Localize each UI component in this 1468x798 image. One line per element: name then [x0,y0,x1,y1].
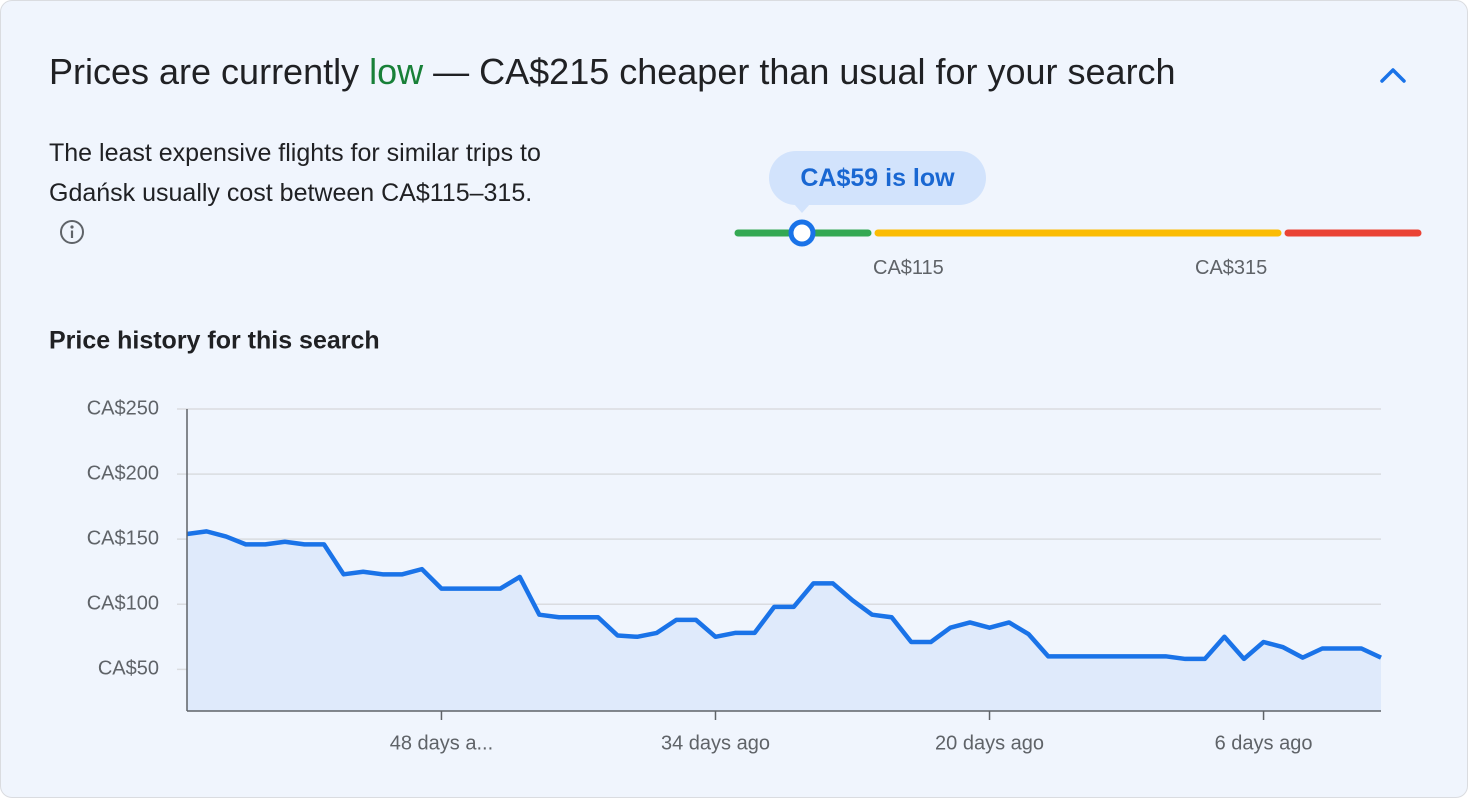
headline: Prices are currently low — CA$215 cheape… [49,51,1176,93]
y-tick-label: CA$150 [87,527,159,549]
x-tick-label: 48 days a... [390,732,493,754]
price-line [186,529,1382,662]
description-text: The least expensive flights for similar … [49,139,541,207]
price-tooltip: CA$59 is low [769,151,986,205]
x-tick-label: 34 days ago [661,732,770,754]
y-tick-label: CA$250 [87,397,159,419]
headline-text: — CA$215 cheaper than usual for your sea… [423,51,1176,92]
info-icon[interactable] [59,219,85,245]
description: The least expensive flights for similar … [49,133,549,253]
collapse-button[interactable] [1373,57,1413,93]
tooltip-arrow [794,204,810,213]
range-low-label: CA$115 [873,257,944,279]
x-tick-label: 6 days ago [1215,732,1313,754]
y-tick-label: CA$100 [87,593,159,615]
headline-text: Prices are currently [49,51,370,92]
y-tick-label: CA$50 [98,658,159,680]
y-tick-label: CA$200 [87,462,159,484]
x-tick-label: 20 days ago [935,732,1044,754]
headline-highlight: low [369,51,424,92]
area-fill [187,531,1381,711]
range-high-label: CA$315 [1195,257,1268,279]
current-price-marker [788,219,816,247]
chart-title: Price history for this search [49,327,380,355]
